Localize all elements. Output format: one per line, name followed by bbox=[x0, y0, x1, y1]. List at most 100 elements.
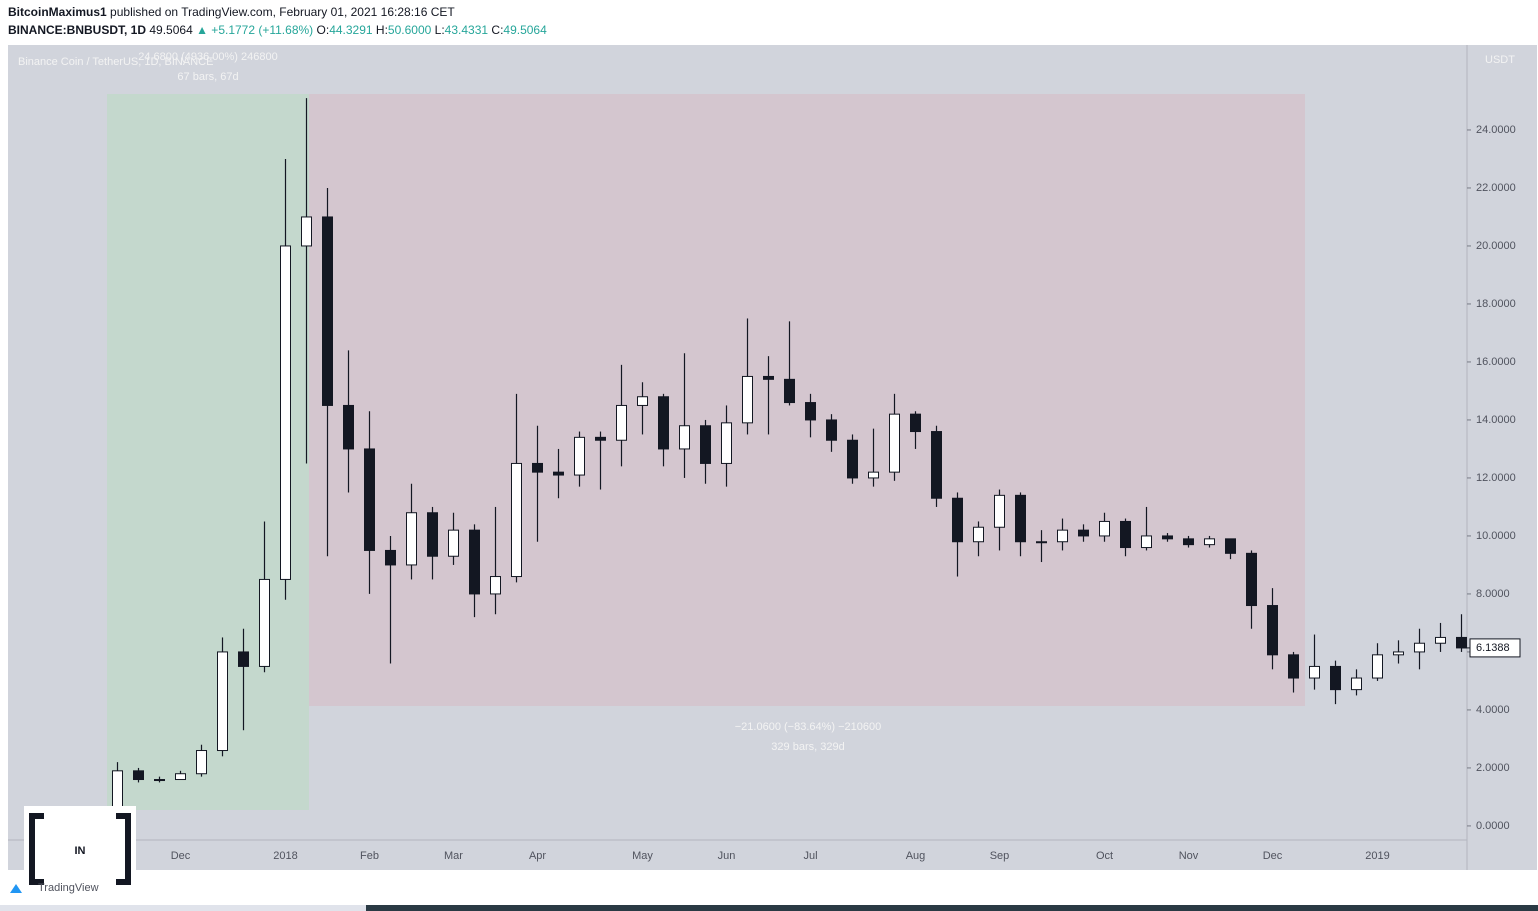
candle-body bbox=[847, 439, 858, 479]
candle-body bbox=[679, 425, 690, 450]
y-tick-label: 18.0000 bbox=[1476, 298, 1516, 310]
x-tick-label: 2018 bbox=[273, 850, 297, 862]
candle-body bbox=[931, 431, 942, 499]
candle-body bbox=[1036, 541, 1047, 544]
author: BitcoinMaximus1 bbox=[8, 5, 107, 19]
tradingview-icon bbox=[10, 884, 22, 893]
candle-body bbox=[1330, 665, 1341, 691]
candle-body bbox=[721, 422, 732, 464]
chart-title: Binance Coin / TetherUS, 1D, BINANCE bbox=[18, 56, 213, 68]
candle-body bbox=[553, 471, 564, 476]
y-tick-label: 8.0000 bbox=[1476, 588, 1510, 600]
x-tick-label: Dec bbox=[171, 850, 191, 862]
candle-body bbox=[511, 462, 522, 578]
candle-body bbox=[637, 396, 648, 406]
candle-body bbox=[910, 413, 921, 433]
candle-body bbox=[1078, 529, 1089, 537]
candle-body bbox=[1351, 677, 1362, 691]
annotation: 67 bars, 67d bbox=[177, 71, 238, 83]
candle-body bbox=[238, 651, 249, 667]
candle-body bbox=[574, 436, 585, 476]
bottom-bar bbox=[0, 905, 366, 911]
y-tick-label: 22.0000 bbox=[1476, 182, 1516, 194]
y-tick-label: 10.0000 bbox=[1476, 530, 1516, 542]
candle-body bbox=[1246, 552, 1257, 607]
candle-body bbox=[595, 436, 606, 441]
candle-body bbox=[1099, 520, 1110, 537]
candle-body bbox=[112, 770, 123, 810]
watermark-box bbox=[24, 806, 136, 892]
candle-body bbox=[490, 576, 501, 595]
candle-body bbox=[1372, 654, 1383, 679]
measure-up-range bbox=[107, 94, 309, 810]
x-tick-label: Jun bbox=[718, 850, 736, 862]
candles bbox=[112, 98, 1467, 812]
candle-body bbox=[1141, 535, 1152, 549]
change: ▲ +5.1772 (+11.68%) bbox=[196, 23, 313, 37]
y-tick-label: 16.0000 bbox=[1476, 356, 1516, 368]
x-tick-label: 2019 bbox=[1365, 850, 1389, 862]
candle-body bbox=[406, 512, 417, 566]
candle-body bbox=[1456, 636, 1467, 649]
x-tick-label: Apr bbox=[529, 850, 546, 862]
candle-body bbox=[1204, 538, 1215, 546]
candle-body bbox=[973, 526, 984, 543]
candle-body bbox=[427, 512, 438, 557]
annotation: −21.0600 (−83.64%) −210600 bbox=[735, 721, 882, 733]
candle-body bbox=[616, 404, 627, 441]
candle-body bbox=[826, 419, 837, 441]
candle-body bbox=[1225, 538, 1236, 554]
candle-body bbox=[1183, 538, 1194, 546]
candle-body bbox=[994, 494, 1005, 528]
candle-body bbox=[259, 578, 270, 667]
candle-body bbox=[469, 529, 480, 595]
y-tick-label: 4.0000 bbox=[1476, 704, 1510, 716]
watermark: IN bbox=[24, 806, 136, 892]
tradingview-logo[interactable]: TradingView bbox=[38, 882, 99, 894]
x-tick-label: Dec bbox=[1263, 850, 1283, 862]
candle-body bbox=[700, 425, 711, 464]
candle-body bbox=[1267, 605, 1278, 656]
ohlc-value: 44.3291 bbox=[329, 23, 373, 37]
candle-body bbox=[1435, 636, 1446, 644]
annotation: 24.6800 (4936.00%) 246800 bbox=[138, 51, 277, 63]
y-tick-label: 14.0000 bbox=[1476, 414, 1516, 426]
y-tick-label: 2.0000 bbox=[1476, 762, 1510, 774]
ohlc-value: 50.6000 bbox=[388, 23, 432, 37]
ohlc-label: H: bbox=[376, 23, 388, 37]
published: published on TradingView.com, February 0… bbox=[110, 5, 455, 19]
candle-body bbox=[532, 462, 543, 473]
last-price-box bbox=[1469, 638, 1521, 658]
candle-body bbox=[1309, 665, 1320, 679]
watermark-brackets bbox=[29, 813, 131, 885]
ohlc-label: C: bbox=[491, 23, 503, 37]
candle-body bbox=[385, 549, 396, 566]
candle-body bbox=[364, 448, 375, 551]
candle-body bbox=[301, 216, 312, 247]
last-price-label: 6.1388 bbox=[1476, 642, 1510, 654]
y-tick-label: 20.0000 bbox=[1476, 240, 1516, 252]
x-tick-label: May bbox=[632, 850, 653, 862]
ohlc-label: O: bbox=[317, 23, 330, 37]
candle-body bbox=[1015, 494, 1026, 543]
ohlc-value: 49.5064 bbox=[503, 23, 547, 37]
annotation: 329 bars, 329d bbox=[771, 741, 844, 753]
header-line-1: BitcoinMaximus1 published on TradingView… bbox=[8, 5, 455, 19]
candle-body bbox=[1162, 535, 1173, 540]
candle-body bbox=[175, 773, 186, 781]
x-tick-label: Sep bbox=[990, 850, 1010, 862]
candle-body bbox=[196, 750, 207, 775]
x-tick-label: Mar bbox=[444, 850, 463, 862]
price: 49.5064 bbox=[149, 23, 193, 37]
candle-body bbox=[322, 216, 333, 406]
candle-body bbox=[280, 245, 291, 580]
candle-body bbox=[1288, 654, 1299, 679]
x-tick-label: Oct bbox=[1096, 850, 1113, 862]
x-tick-label: Feb bbox=[360, 850, 379, 862]
candle-body bbox=[763, 375, 774, 380]
candle-body bbox=[658, 396, 669, 450]
watermark-text: IN bbox=[75, 845, 86, 857]
candle-body bbox=[1393, 651, 1404, 656]
x-tick-label: Jul bbox=[803, 850, 817, 862]
